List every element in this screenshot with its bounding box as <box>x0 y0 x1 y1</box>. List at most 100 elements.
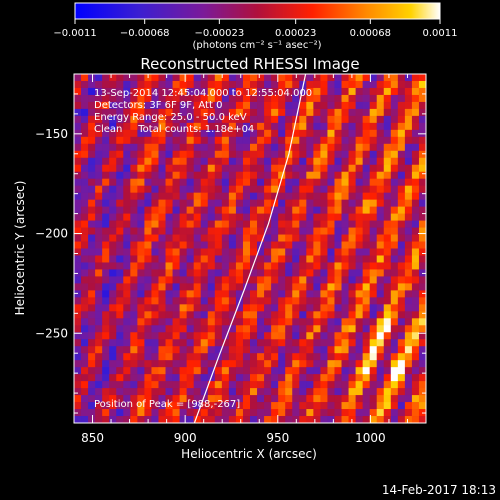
heatmap-cell <box>306 192 314 201</box>
heatmap-cell <box>130 283 138 291</box>
heatmap-cell <box>257 234 265 242</box>
heatmap-cell <box>327 220 335 228</box>
heatmap-cell <box>271 297 279 305</box>
heatmap-cell <box>214 409 223 417</box>
heatmap-cell <box>355 206 364 214</box>
heatmap-cell <box>144 409 152 417</box>
heatmap-cell <box>383 157 392 166</box>
heatmap-cell <box>242 199 251 208</box>
heatmap-cell <box>320 262 328 270</box>
heatmap-cell <box>341 283 349 291</box>
heatmap-cell <box>144 171 152 180</box>
heatmap-cell <box>214 346 223 354</box>
heatmap-cell <box>130 129 138 138</box>
heatmap-cell <box>193 234 202 242</box>
heatmap-cell <box>123 199 131 208</box>
heatmap-cell <box>235 150 244 159</box>
heatmap-cell <box>369 374 378 382</box>
heatmap-cell <box>334 241 342 249</box>
heatmap-cell <box>172 94 180 103</box>
heatmap-cell <box>313 136 321 145</box>
x-axis-label: Heliocentric X (arcsec) <box>181 447 317 461</box>
peak-position-label: Position of Peak = [988,-267] <box>94 399 240 410</box>
heatmap-cell <box>221 164 230 173</box>
heatmap-cell <box>397 87 406 96</box>
heatmap-cell <box>200 129 209 138</box>
heatmap-cell <box>123 402 131 410</box>
heatmap-cell <box>123 234 131 242</box>
heatmap-cell <box>250 367 258 375</box>
heatmap-cell <box>242 115 251 124</box>
heatmap-cell <box>397 367 406 375</box>
heatmap-cell <box>109 80 117 89</box>
heatmap-cell <box>411 227 420 235</box>
heatmap-cell <box>179 164 188 173</box>
heatmap-cell <box>235 304 244 312</box>
heatmap-cell <box>116 241 124 249</box>
heatmap-cell <box>404 318 413 326</box>
heatmap-cell <box>144 80 152 89</box>
heatmap-cell <box>186 234 195 242</box>
heatmap-cell <box>292 388 300 396</box>
heatmap-cell <box>320 178 328 187</box>
heatmap-cell <box>292 304 300 312</box>
heatmap-cell <box>404 367 413 375</box>
heatmap-cell <box>144 255 152 263</box>
heatmap-cell <box>151 234 159 242</box>
heatmap-cell <box>376 255 385 263</box>
heatmap-cell <box>355 129 364 138</box>
heatmap-cell <box>172 115 180 124</box>
heatmap-cell <box>137 150 145 159</box>
heatmap-cell <box>271 101 279 110</box>
heatmap-cell <box>250 332 258 340</box>
heatmap-cell <box>186 276 195 284</box>
heatmap-cell <box>271 192 279 201</box>
heatmap-cell <box>144 227 152 235</box>
heatmap-cell <box>214 234 223 242</box>
heatmap-cell <box>362 87 371 96</box>
heatmap-cell <box>411 339 420 347</box>
heatmap-cell <box>193 178 202 187</box>
heatmap-cell <box>334 367 342 375</box>
heatmap-cell <box>418 115 426 124</box>
heatmap-cell <box>179 150 188 159</box>
heatmap-cell <box>285 213 293 221</box>
heatmap-cell <box>418 276 426 284</box>
heatmap-cell <box>95 80 103 89</box>
heatmap-cell <box>250 192 258 201</box>
heatmap-cell <box>228 101 237 110</box>
heatmap-cell <box>158 101 166 110</box>
heatmap-cell <box>348 353 356 361</box>
heatmap-cell <box>88 339 96 347</box>
heatmap-cell <box>327 360 335 368</box>
heatmap-cell <box>123 332 131 340</box>
heatmap-cell <box>186 262 195 270</box>
heatmap-cell <box>404 395 413 403</box>
heatmap-cell <box>362 185 371 194</box>
heatmap-cell <box>376 339 385 347</box>
heatmap-cell <box>242 276 251 284</box>
heatmap-cell <box>235 80 244 89</box>
heatmap-cell <box>271 213 279 221</box>
heatmap-cell <box>292 255 300 263</box>
heatmap-cell <box>74 122 82 131</box>
heatmap-cell <box>179 227 188 235</box>
heatmap-cell <box>116 318 124 326</box>
heatmap-cell <box>264 213 272 221</box>
heatmap-cell <box>383 206 392 214</box>
heatmap-cell <box>390 248 399 256</box>
heatmap-cell <box>264 402 272 410</box>
heatmap-cell <box>200 290 209 298</box>
heatmap-cell <box>109 388 117 396</box>
heatmap-cell <box>411 269 420 277</box>
heatmap-cell <box>95 206 103 214</box>
heatmap-cell <box>369 213 378 221</box>
heatmap-cell <box>285 395 293 403</box>
heatmap-cell <box>116 290 124 298</box>
heatmap-cell <box>341 87 349 96</box>
heatmap-cell <box>355 325 364 333</box>
heatmap-cell <box>397 339 406 347</box>
heatmap-cell <box>214 136 223 145</box>
heatmap-cell <box>278 143 286 152</box>
heatmap-cell <box>123 94 131 103</box>
